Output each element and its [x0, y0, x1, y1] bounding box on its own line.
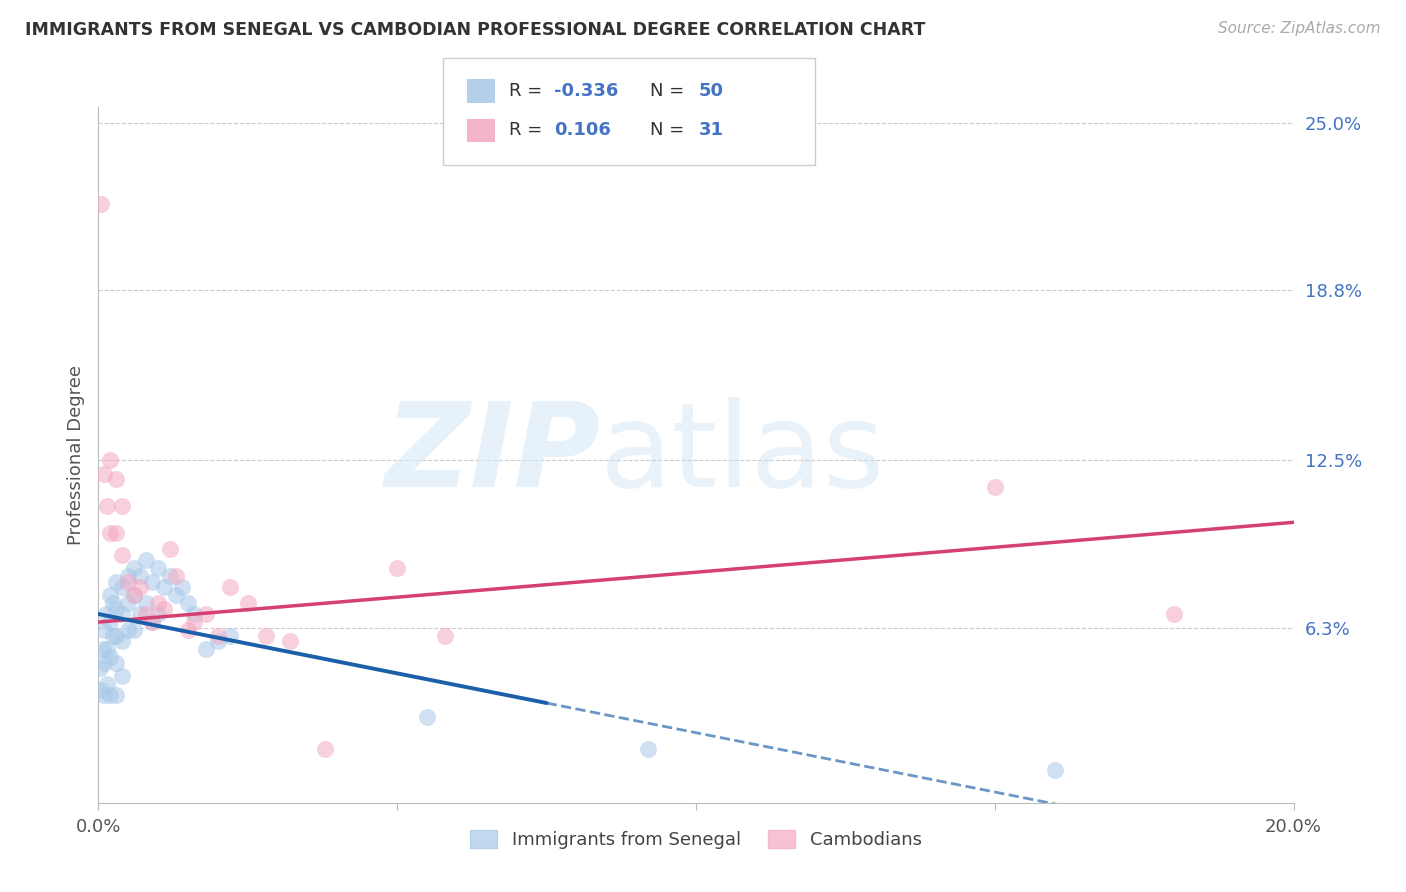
- Point: [416, 709, 439, 723]
- Point: [135, 553, 157, 567]
- Text: 50: 50: [699, 82, 724, 100]
- Point: [177, 624, 200, 638]
- Point: [124, 624, 146, 638]
- Text: Source: ZipAtlas.com: Source: ZipAtlas.com: [1218, 21, 1381, 37]
- Text: ZIP: ZIP: [384, 398, 600, 512]
- Point: [90, 197, 112, 211]
- Point: [105, 688, 128, 702]
- Point: [141, 574, 163, 589]
- Point: [385, 561, 409, 575]
- Point: [159, 569, 181, 583]
- Point: [93, 467, 115, 481]
- Point: [98, 615, 122, 629]
- Text: R =: R =: [509, 82, 548, 100]
- Point: [135, 607, 157, 621]
- Point: [254, 629, 277, 643]
- Point: [148, 561, 170, 575]
- Point: [94, 607, 117, 621]
- Point: [207, 629, 229, 643]
- Point: [93, 688, 115, 702]
- Y-axis label: Professional Degree: Professional Degree: [66, 365, 84, 545]
- Text: N =: N =: [650, 82, 689, 100]
- Point: [117, 596, 139, 610]
- Point: [111, 548, 134, 562]
- Point: [165, 588, 187, 602]
- Point: [315, 742, 337, 756]
- Point: [98, 453, 122, 467]
- Point: [177, 596, 200, 610]
- Point: [96, 499, 118, 513]
- Legend: Immigrants from Senegal, Cambodians: Immigrants from Senegal, Cambodians: [463, 822, 929, 856]
- Point: [165, 569, 187, 583]
- Point: [236, 596, 259, 610]
- Text: atlas: atlas: [600, 398, 886, 512]
- Text: N =: N =: [650, 121, 689, 139]
- Point: [111, 580, 134, 594]
- Point: [637, 742, 659, 756]
- Point: [135, 596, 157, 610]
- Point: [105, 601, 128, 615]
- Text: R =: R =: [509, 121, 548, 139]
- Point: [195, 642, 218, 657]
- Point: [1163, 607, 1185, 621]
- Point: [124, 588, 146, 602]
- Point: [111, 607, 134, 621]
- Point: [183, 607, 205, 621]
- Text: -0.336: -0.336: [554, 82, 619, 100]
- Point: [105, 656, 128, 670]
- Point: [96, 642, 118, 657]
- Point: [159, 542, 181, 557]
- Point: [117, 624, 139, 638]
- Point: [141, 615, 163, 629]
- Point: [129, 580, 152, 594]
- Point: [124, 588, 146, 602]
- Text: 31: 31: [699, 121, 724, 139]
- Point: [148, 607, 170, 621]
- Point: [434, 629, 457, 643]
- Point: [105, 526, 128, 541]
- Point: [219, 580, 242, 594]
- Point: [219, 629, 242, 643]
- Point: [117, 569, 139, 583]
- Point: [183, 615, 205, 629]
- Point: [93, 624, 115, 638]
- Point: [207, 634, 229, 648]
- Point: [153, 601, 176, 615]
- Point: [103, 596, 125, 610]
- Point: [98, 588, 122, 602]
- Point: [93, 656, 115, 670]
- Point: [172, 580, 194, 594]
- Point: [195, 607, 218, 621]
- Point: [984, 480, 1007, 494]
- Point: [111, 669, 134, 683]
- Point: [1043, 764, 1066, 778]
- Point: [111, 499, 134, 513]
- Point: [90, 682, 112, 697]
- Text: IMMIGRANTS FROM SENEGAL VS CAMBODIAN PROFESSIONAL DEGREE CORRELATION CHART: IMMIGRANTS FROM SENEGAL VS CAMBODIAN PRO…: [25, 21, 925, 39]
- Point: [98, 526, 122, 541]
- Point: [96, 677, 118, 691]
- Point: [105, 629, 128, 643]
- Point: [129, 569, 152, 583]
- Point: [111, 634, 134, 648]
- Point: [153, 580, 176, 594]
- Point: [103, 629, 125, 643]
- Point: [129, 607, 152, 621]
- Point: [141, 615, 163, 629]
- Text: 0.106: 0.106: [554, 121, 610, 139]
- Point: [124, 561, 146, 575]
- Point: [91, 642, 114, 657]
- Point: [98, 688, 122, 702]
- Point: [117, 574, 139, 589]
- Point: [148, 596, 170, 610]
- Point: [278, 634, 301, 648]
- Point: [105, 574, 128, 589]
- Point: [105, 472, 128, 486]
- Point: [98, 650, 122, 665]
- Point: [89, 661, 111, 675]
